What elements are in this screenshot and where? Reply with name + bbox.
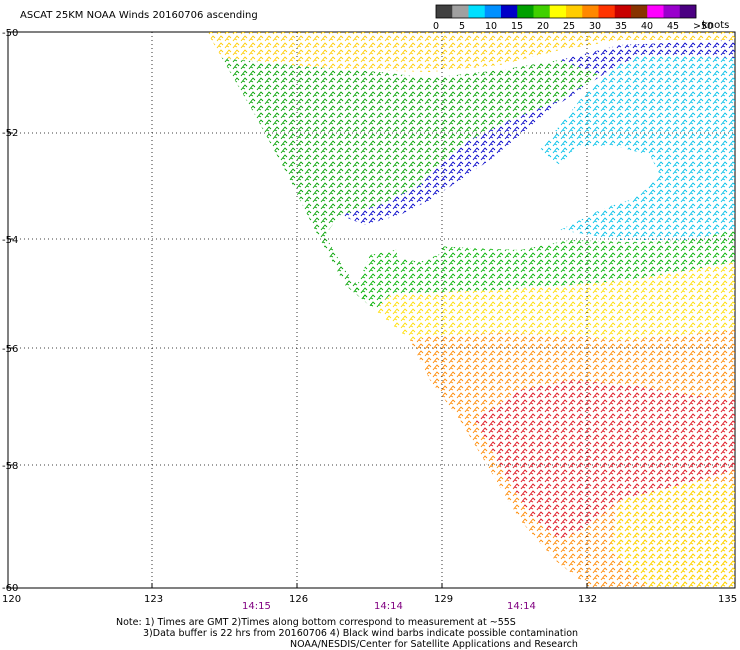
legend-swatch <box>517 5 534 18</box>
legend-swatch <box>614 5 632 18</box>
time-labels: 14:15 14:14 14:14 <box>242 601 536 612</box>
lat-label: -58 <box>2 461 18 472</box>
lon-label: 120 <box>2 594 21 605</box>
yellow-south-area <box>375 262 735 340</box>
legend-swatch <box>631 5 648 18</box>
lon-labels: 120 123 126 129 132 135 <box>2 594 737 605</box>
lon-label: 129 <box>434 594 453 605</box>
north-yellow-band-area <box>207 32 735 72</box>
legend-label: 45 <box>667 21 679 32</box>
legend-label: 25 <box>563 21 575 32</box>
swath-gap <box>395 238 445 262</box>
legend-label: 35 <box>615 21 627 32</box>
note-line-2: 3)Data buffer is 22 hrs from 20160706 4)… <box>143 628 578 639</box>
lon-label: 132 <box>578 594 597 605</box>
legend-label: 5 <box>459 21 465 32</box>
lat-label: -60 <box>2 583 18 594</box>
blue-band-area <box>340 40 735 225</box>
lon-label: 126 <box>289 594 308 605</box>
lon-label: 123 <box>144 594 163 605</box>
wind-speed-legend: 0 5 10 15 20 25 30 35 40 45 >50 <box>433 4 713 32</box>
legend-border <box>435 4 697 19</box>
green-mid-band-area <box>355 230 735 310</box>
legend-swatch <box>533 5 551 18</box>
green-west-band-area <box>222 58 600 310</box>
wind-swath <box>207 32 735 588</box>
legend-swatch <box>468 5 486 18</box>
swath-gap <box>545 160 650 212</box>
lat-lon-grid <box>7 31 736 589</box>
legend-unit: knots <box>702 20 729 31</box>
legend-label: 0 <box>433 21 439 32</box>
note-line-1: Note: 1) Times are GMT 2)Times along bot… <box>116 617 516 628</box>
yellow-south-patch <box>610 480 735 588</box>
legend-swatch <box>598 5 616 18</box>
time-label: 14:14 <box>374 601 403 612</box>
map-title: ASCAT 25KM NOAA Winds 20160706 ascending <box>20 10 258 21</box>
lat-labels: -50 -52 -54 -56 -58 -60 <box>2 28 18 594</box>
lat-label: -54 <box>2 235 18 246</box>
legend-label: 40 <box>641 21 653 32</box>
legend-swatch <box>582 5 599 18</box>
legend-swatch <box>484 5 502 18</box>
red-core-area <box>475 380 735 540</box>
legend-swatch <box>549 5 567 18</box>
lat-label: -50 <box>2 28 18 39</box>
legend-swatch <box>679 5 697 18</box>
legend-swatch <box>452 5 469 18</box>
legend-swatch <box>663 5 681 18</box>
time-label: 14:14 <box>507 601 536 612</box>
time-label: 14:15 <box>242 601 271 612</box>
legend-label: 15 <box>511 21 523 32</box>
lat-label: -52 <box>2 128 18 139</box>
legend-swatch <box>501 5 518 18</box>
legend-label: 30 <box>589 21 601 32</box>
legend-label: 20 <box>537 21 549 32</box>
legend-label: 10 <box>485 21 497 32</box>
legend-swatch <box>566 5 583 18</box>
note-line-3: NOAA/NESDIS/Center for Satellite Applica… <box>290 639 578 650</box>
lat-label: -56 <box>2 344 18 355</box>
legend-label: >50 <box>693 21 713 32</box>
cyan-east-area <box>540 55 735 240</box>
legend-swatch <box>436 5 453 18</box>
lon-label: 135 <box>718 594 737 605</box>
legend-swatch <box>647 5 664 18</box>
